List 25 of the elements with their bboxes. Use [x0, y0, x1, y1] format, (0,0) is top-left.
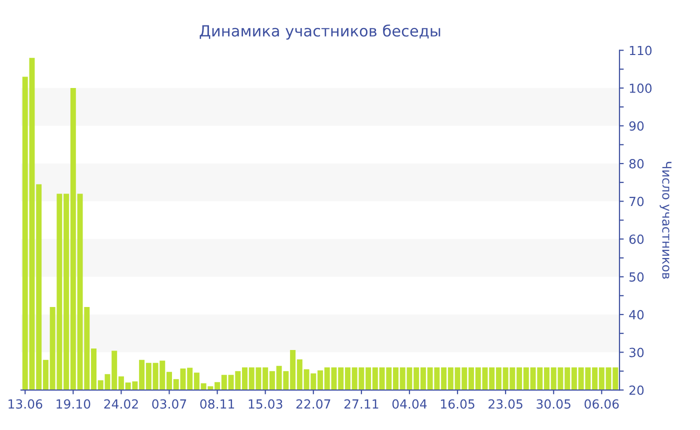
y-tick-label: 100: [630, 84, 652, 93]
x-tick-label: 08.11: [200, 399, 234, 409]
y-tick-label: 90: [629, 121, 644, 131]
y-axis-title: Число участников: [660, 162, 672, 279]
y-tick-label: 30: [629, 348, 644, 358]
y-tick-label: 20: [629, 385, 644, 395]
x-tick-label: 27.11: [344, 399, 378, 409]
x-tick-label: 24.02: [104, 399, 138, 409]
x-tick-label: 03.07: [152, 399, 186, 409]
x-tick-label: 19.10: [56, 399, 90, 409]
x-tick-label: 16.05: [441, 399, 474, 409]
y-tick-label: 70: [630, 196, 644, 206]
x-tick-label: 23.05: [488, 399, 522, 409]
y-tick-label: 80: [629, 159, 644, 168]
x-tick-label: 04.04: [392, 399, 427, 409]
x-tick-label: 15.03: [248, 399, 282, 409]
y-tick-label: 60: [629, 234, 644, 244]
chart-title: Динамика участников беседы: [200, 24, 440, 40]
y-tick-label: 110: [630, 46, 652, 56]
x-tick-label: 06.06: [584, 399, 619, 409]
y-tick-label: 50: [629, 272, 644, 282]
x-tick-label: 30.05: [536, 399, 570, 409]
x-tick-label: 22.07: [296, 399, 330, 409]
x-tick-label: 13.06: [8, 399, 42, 409]
y-tick-label: 40: [629, 310, 644, 320]
